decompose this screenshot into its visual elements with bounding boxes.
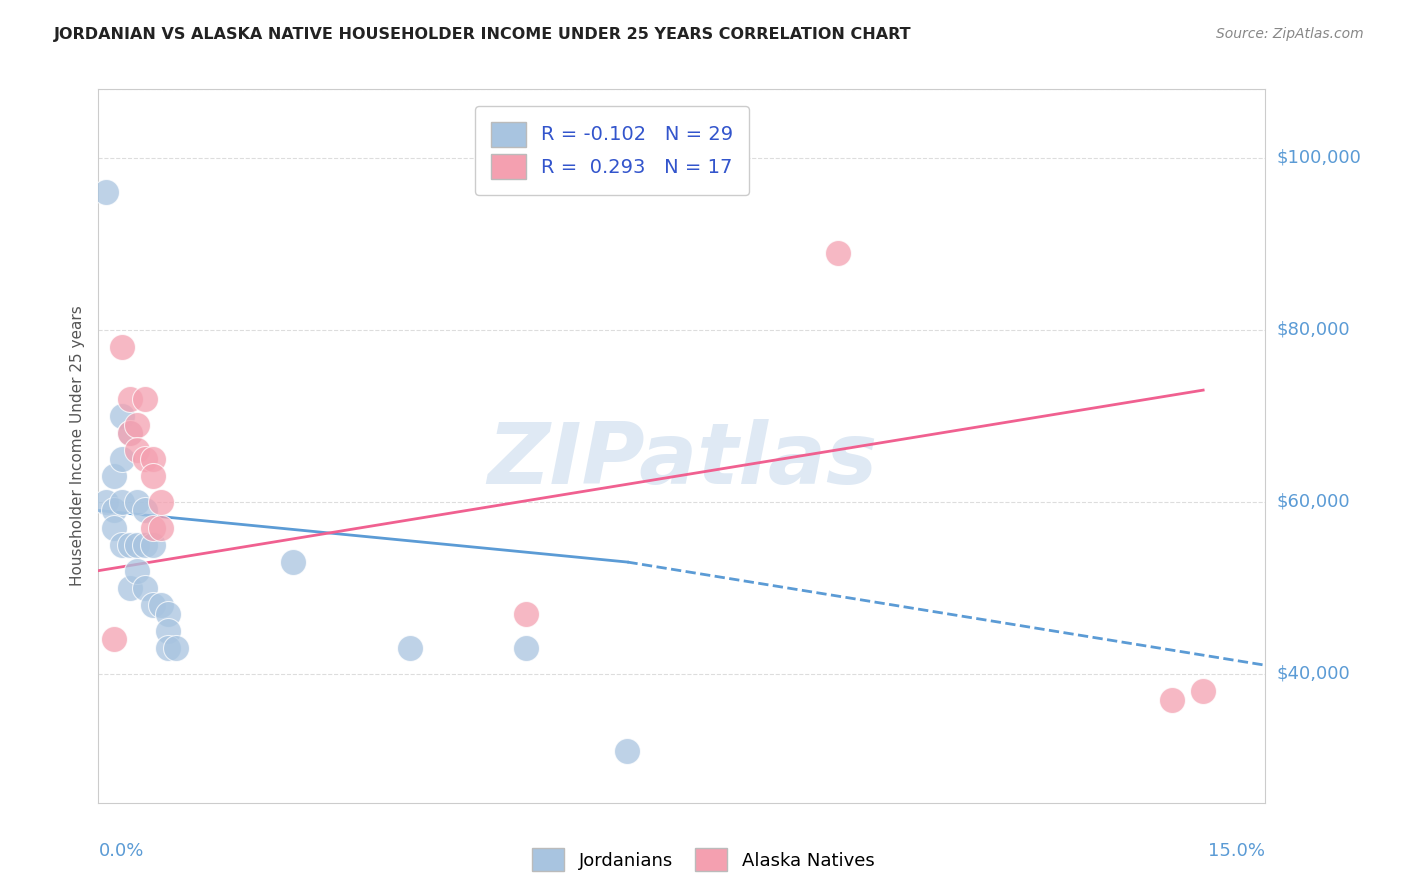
Point (111, 538, 134, 552)
Point (134, 581, 156, 595)
Point (149, 521, 172, 535)
Point (134, 538, 156, 552)
Point (149, 495, 172, 509)
Legend: R = -0.102   N = 29, R =  0.293   N = 17: R = -0.102 N = 29, R = 0.293 N = 17 (475, 106, 749, 195)
Text: Source: ZipAtlas.com: Source: ZipAtlas.com (1216, 27, 1364, 41)
Point (111, 495, 134, 509)
Point (142, 598, 165, 612)
Point (127, 538, 149, 552)
Y-axis label: Householder Income Under 25 years: Householder Income Under 25 years (69, 306, 84, 586)
Point (127, 495, 149, 509)
Point (134, 392, 156, 406)
Point (149, 598, 172, 612)
Point (165, 641, 187, 656)
Point (118, 538, 141, 552)
Point (157, 641, 180, 656)
Text: JORDANIAN VS ALASKA NATIVE HOUSEHOLDER INCOME UNDER 25 YEARS CORRELATION CHART: JORDANIAN VS ALASKA NATIVE HOUSEHOLDER I… (53, 27, 911, 42)
Point (515, 607, 537, 621)
Point (1192, 684, 1215, 698)
Text: 15.0%: 15.0% (1208, 842, 1265, 860)
Point (103, 632, 125, 647)
Legend: Jordanians, Alaska Natives: Jordanians, Alaska Natives (524, 841, 882, 879)
Point (103, 503, 125, 517)
Point (103, 521, 125, 535)
Text: $100,000: $100,000 (1277, 149, 1361, 167)
Point (616, 744, 638, 758)
Point (157, 624, 180, 638)
Point (111, 409, 134, 423)
Point (398, 641, 420, 656)
Point (96, 495, 118, 509)
Point (157, 607, 180, 621)
Point (103, 469, 125, 483)
Point (515, 641, 537, 656)
Point (118, 581, 141, 595)
Text: $80,000: $80,000 (1277, 321, 1350, 339)
Point (96, 186, 118, 200)
Point (118, 426, 141, 441)
Point (127, 564, 149, 578)
Point (142, 469, 165, 483)
Point (127, 417, 149, 432)
Point (134, 451, 156, 466)
Point (142, 521, 165, 535)
Point (142, 451, 165, 466)
Point (142, 538, 165, 552)
Point (111, 340, 134, 354)
Point (134, 503, 156, 517)
Text: 0.0%: 0.0% (98, 842, 143, 860)
Text: ZIPatlas: ZIPatlas (486, 418, 877, 502)
Point (118, 392, 141, 406)
Point (281, 555, 304, 569)
Point (118, 426, 141, 441)
Text: $60,000: $60,000 (1277, 493, 1350, 511)
Point (827, 245, 849, 260)
Point (1161, 692, 1184, 706)
Text: $40,000: $40,000 (1277, 665, 1350, 683)
Point (111, 451, 134, 466)
Point (127, 443, 149, 458)
